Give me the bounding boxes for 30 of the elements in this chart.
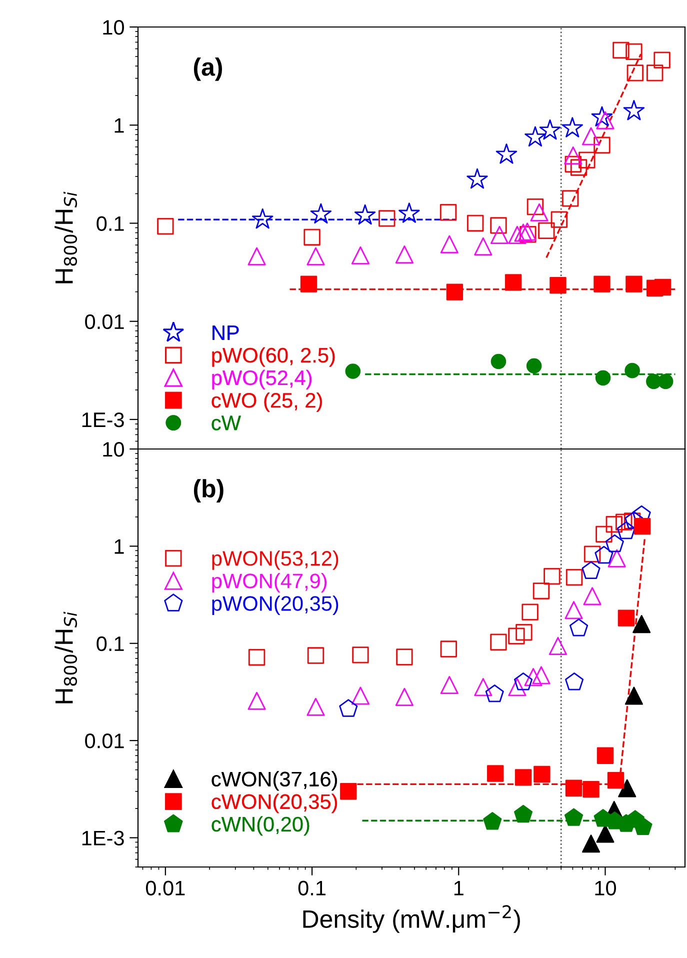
text: pWON(47,9) — [212, 573, 327, 592]
legend-label: pWO(60, 2.5) — [212, 347, 335, 367]
y-tick-label: 10 — [103, 20, 124, 35]
legend-label: cWON(20,35) — [212, 794, 337, 814]
y-tick-label: 0.01 — [85, 314, 124, 330]
y-tick-label: 0.1 — [96, 216, 124, 231]
y-axis-title: H$_{800}$/H$_{Si}$ — [54, 192, 78, 284]
x-tick-label: 10 — [595, 880, 616, 896]
legend-label: NP — [212, 326, 239, 340]
y-tick-label: 1E-3 — [82, 830, 124, 846]
y-axis-title: H$_{800}$/H$_{Si}$ — [54, 612, 78, 704]
text: pWON(20,35) — [212, 596, 338, 616]
text: (b) — [194, 479, 224, 502]
y-tick-label: 10 — [103, 442, 124, 457]
text: pWON(53,12) — [212, 550, 338, 570]
y-tick-label: 1E-3 — [82, 412, 124, 428]
legend-label: cWON(37,16) — [212, 771, 337, 791]
legend-label: cW — [212, 416, 241, 430]
x-axis-title: Density (mW.μm$^{−2}$) — [303, 905, 520, 933]
legend-label: cWO (25, 2) — [212, 392, 322, 412]
text: (a) — [194, 58, 222, 81]
y-tick-label: 1 — [114, 118, 124, 133]
legend-label: pWO(52,4) — [212, 370, 312, 390]
x-tick-label: 0.1 — [298, 880, 326, 896]
y-tick-label: 1 — [114, 539, 124, 554]
x-tick-label: 0.01 — [146, 880, 185, 896]
y-tick-label: 0.1 — [96, 636, 124, 652]
y-tick-label: 0.01 — [85, 734, 124, 748]
legend-label: cWN(0,20) — [212, 816, 310, 836]
x-tick-label: 1 — [454, 880, 464, 896]
